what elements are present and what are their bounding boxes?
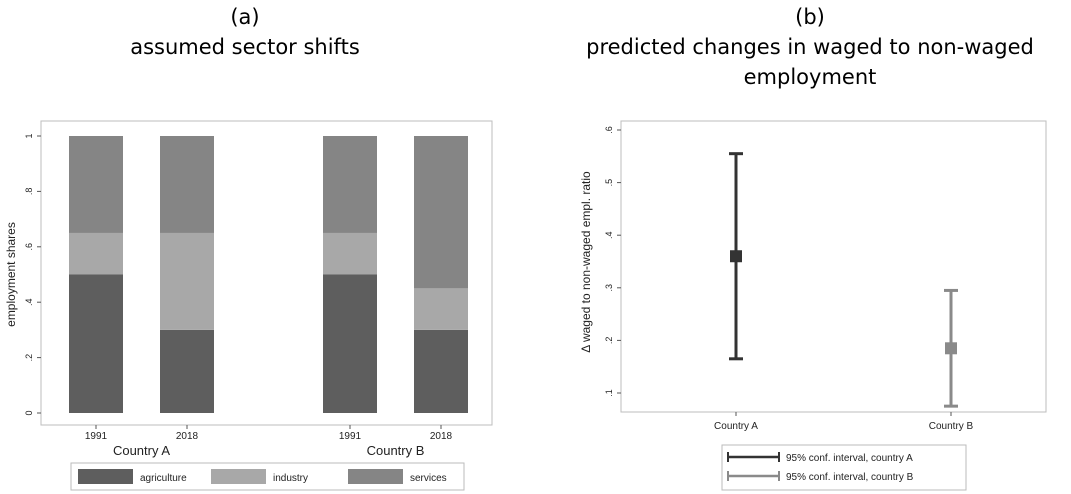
legend-label: 95% conf. interval, country A (786, 453, 913, 464)
bar-segment-services (323, 136, 377, 233)
y-tick-label: .4 (604, 231, 614, 239)
legend-label: 95% conf. interval, country B (786, 472, 914, 483)
legend-box (721, 444, 967, 491)
y-axis-label: employment shares (4, 222, 18, 327)
sector-shift-chart: 0 .2 .4 .6 .8 1 employment shares 1991 2018 1991 2… (4, 120, 493, 491)
y-tick-label: .5 (604, 179, 614, 187)
bar-segment-agriculture (414, 329, 468, 413)
legend: agriculture industry services (70, 462, 465, 491)
legend-swatch-services (348, 469, 403, 484)
plot-frame (620, 120, 1047, 413)
panel-a-title: assumed sector shifts (130, 35, 360, 59)
y-tick-label: 0 (24, 410, 34, 415)
panel-a-heading: (a) assumed sector shifts (40, 2, 450, 62)
legend: 95% conf. interval, country A 95% conf. i… (721, 444, 967, 491)
x-tick-label: 2018 (430, 431, 453, 442)
y-tick-label: .2 (24, 354, 34, 362)
bar-segment-services (160, 136, 214, 233)
bar-segment-services (69, 136, 123, 233)
panel-b-label: (b) (795, 5, 825, 29)
legend-label-industry: industry (273, 473, 308, 484)
panel-b-heading: (b) predicted changes in waged to non-wa… (560, 2, 1060, 92)
panel-a-label: (a) (230, 5, 260, 29)
y-tick-label: .3 (604, 284, 614, 292)
x-tick-label: 1991 (339, 431, 362, 442)
x-tick-label: Country B (929, 421, 974, 432)
group-label: Country A (113, 443, 170, 458)
bar-segment-agriculture (323, 274, 377, 413)
group-label: Country B (367, 443, 425, 458)
ci-series (944, 288, 958, 408)
bar-segment-industry (69, 232, 123, 275)
bar-segment-agriculture (160, 329, 214, 413)
y-tick-label: .2 (604, 337, 614, 345)
bar-segment-agriculture (69, 274, 123, 413)
y-axis-label: Δ waged to non-waged empl. ratio (579, 171, 593, 353)
bar-segment-industry (414, 288, 468, 330)
panel-b-title: predicted changes in waged to non-waged … (586, 35, 1034, 89)
y-tick-label: 1 (24, 133, 34, 138)
x-tick-label: Country A (714, 421, 758, 432)
point-estimate (730, 250, 742, 263)
ci-series (729, 152, 743, 361)
y-tick-label: .4 (24, 298, 34, 306)
legend-swatch-industry (211, 469, 266, 484)
bar-segment-industry (160, 232, 214, 330)
x-tick-label: 1991 (85, 431, 108, 442)
legend-swatch-agriculture (78, 469, 133, 484)
y-tick-label: .6 (604, 126, 614, 134)
y-tick-label: .6 (24, 243, 34, 251)
legend-label-services: services (410, 473, 447, 484)
x-tick-label: 2018 (176, 431, 199, 442)
point-estimate (945, 342, 957, 355)
bar-segment-services (414, 136, 468, 289)
legend-label-agriculture: agriculture (140, 473, 187, 484)
y-tick-label: .1 (604, 389, 614, 397)
y-tick-label: .8 (24, 188, 34, 196)
bar-segment-industry (323, 232, 377, 275)
